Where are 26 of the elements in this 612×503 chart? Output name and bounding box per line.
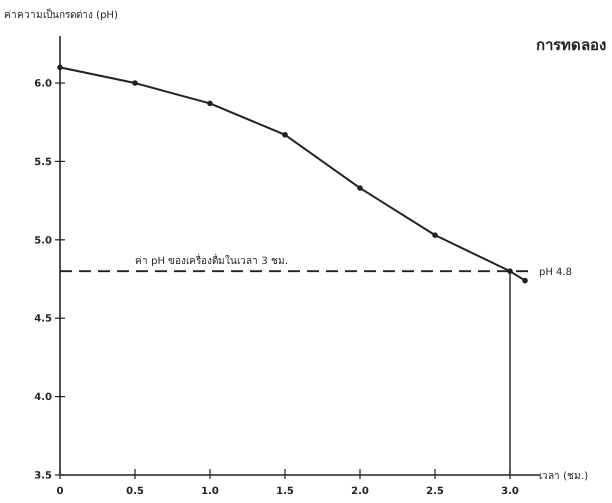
x-axis-title: เวลา (ชม.): [539, 471, 588, 482]
point: [132, 80, 138, 86]
y-tick-label: 3.5: [34, 470, 52, 482]
y-tick-label: 4.0: [34, 392, 52, 404]
y-tick-label: 6.0: [34, 78, 52, 90]
y-tick-label: 5.5: [34, 156, 52, 168]
x-tick-label: 3.0: [501, 486, 519, 497]
point: [207, 100, 213, 106]
x-tick-label: 2.0: [351, 486, 369, 497]
y-tick-label: 5.0: [34, 235, 52, 246]
x-tick-label: 0: [56, 486, 64, 497]
annotation: ค่า pH ของเครื่องดื่มในเวลา 3 ชม.: [135, 253, 288, 268]
point: [282, 132, 288, 138]
point: [57, 64, 63, 70]
point: [432, 232, 438, 238]
x-tick-label: 2.5: [426, 486, 444, 497]
ref-line-label: pH 4.8: [539, 267, 572, 278]
point: [357, 185, 363, 191]
x-tick-label: 1.5: [276, 486, 294, 497]
y-tick-label: 4.5: [34, 314, 52, 325]
y-axis-title: ค่าความเป็นกรดด่าง (pH): [4, 7, 118, 21]
x-tick-label: 0.5: [126, 486, 144, 497]
point: [522, 278, 528, 284]
x-tick-label: 1.0: [201, 486, 219, 497]
text: การทดลอง: [536, 36, 606, 54]
point: [507, 268, 513, 274]
